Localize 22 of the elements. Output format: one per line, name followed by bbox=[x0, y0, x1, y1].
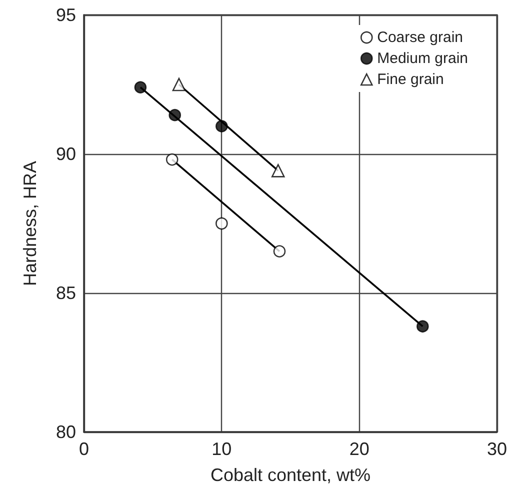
point bbox=[134, 81, 147, 94]
point bbox=[168, 108, 182, 122]
point bbox=[166, 153, 178, 166]
y-tick-label: 90 bbox=[56, 144, 76, 164]
x-tick-label: 20 bbox=[349, 439, 370, 459]
legend-label: Coarse grain bbox=[377, 29, 464, 46]
x-tick-label: 0 bbox=[78, 439, 90, 459]
point bbox=[273, 245, 286, 258]
y-tick-label: 95 bbox=[56, 5, 76, 25]
y-axis-title: Hardness, HRA bbox=[20, 160, 40, 286]
point bbox=[172, 78, 186, 92]
y-tick-label: 85 bbox=[56, 283, 76, 303]
x-tick-label: 30 bbox=[486, 439, 508, 459]
point bbox=[416, 320, 429, 333]
x-axis-title: Cobalt content, wt% bbox=[210, 465, 371, 485]
x-tick-label: 10 bbox=[212, 439, 232, 459]
point bbox=[216, 120, 228, 132]
y-tick-label: 80 bbox=[56, 422, 76, 442]
legend-label: Fine grain bbox=[377, 71, 444, 88]
point bbox=[271, 164, 285, 178]
legend-label: Medium grain bbox=[377, 50, 468, 67]
point bbox=[216, 217, 228, 230]
